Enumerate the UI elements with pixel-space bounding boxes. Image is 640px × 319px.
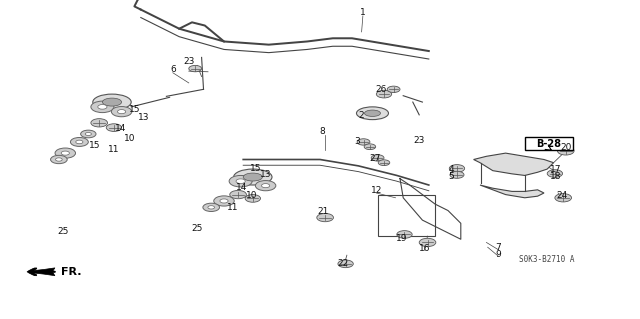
Circle shape — [118, 110, 125, 114]
Circle shape — [449, 165, 465, 172]
Circle shape — [203, 203, 220, 211]
Text: FR.: FR. — [61, 267, 81, 277]
Circle shape — [387, 86, 400, 93]
Text: 15: 15 — [89, 141, 100, 150]
Circle shape — [229, 175, 252, 187]
Text: 19: 19 — [396, 234, 408, 243]
Circle shape — [555, 194, 572, 202]
Circle shape — [61, 151, 69, 155]
Text: 20: 20 — [561, 143, 572, 152]
Text: 13: 13 — [138, 113, 150, 122]
Text: 3: 3 — [355, 137, 360, 146]
Ellipse shape — [356, 107, 388, 120]
Text: 9: 9 — [495, 250, 500, 259]
Text: 11: 11 — [227, 203, 238, 212]
Circle shape — [91, 119, 108, 127]
Circle shape — [111, 107, 132, 117]
Circle shape — [214, 196, 234, 206]
Polygon shape — [474, 153, 554, 175]
Circle shape — [51, 155, 67, 164]
Text: 2: 2 — [359, 111, 364, 120]
Text: 23: 23 — [183, 57, 195, 66]
Circle shape — [397, 231, 412, 238]
Bar — [378, 195, 435, 236]
Text: 15: 15 — [250, 164, 262, 173]
Text: 18: 18 — [550, 172, 561, 181]
Circle shape — [262, 184, 269, 188]
Circle shape — [376, 90, 392, 98]
Circle shape — [91, 101, 114, 113]
Circle shape — [189, 65, 202, 72]
Text: 10: 10 — [246, 191, 257, 200]
Ellipse shape — [365, 110, 380, 116]
Ellipse shape — [93, 94, 131, 110]
Text: 26: 26 — [375, 85, 387, 94]
Text: B-28: B-28 — [536, 138, 561, 149]
Circle shape — [371, 155, 384, 161]
Circle shape — [364, 144, 376, 150]
Circle shape — [338, 260, 353, 268]
Circle shape — [220, 199, 228, 203]
Text: 25: 25 — [57, 227, 68, 236]
Circle shape — [317, 213, 333, 222]
Circle shape — [230, 190, 246, 199]
Circle shape — [55, 148, 76, 158]
Circle shape — [70, 137, 88, 146]
Circle shape — [450, 171, 464, 178]
Circle shape — [236, 179, 245, 183]
FancyBboxPatch shape — [525, 137, 573, 150]
Text: 17: 17 — [550, 165, 561, 174]
Circle shape — [357, 139, 370, 145]
Text: 24: 24 — [556, 191, 568, 200]
Circle shape — [419, 238, 436, 247]
Text: 1: 1 — [360, 8, 365, 17]
Circle shape — [557, 147, 574, 155]
Ellipse shape — [234, 169, 272, 185]
Ellipse shape — [243, 173, 262, 181]
Text: 13: 13 — [260, 170, 271, 179]
Text: 7: 7 — [495, 243, 500, 252]
Circle shape — [76, 140, 83, 144]
Circle shape — [378, 160, 390, 166]
Text: 6: 6 — [170, 65, 175, 74]
Polygon shape — [480, 185, 544, 198]
Text: 5: 5 — [449, 172, 454, 181]
Circle shape — [245, 195, 260, 202]
Circle shape — [255, 181, 276, 191]
Text: 14: 14 — [236, 183, 248, 192]
Text: 22: 22 — [337, 259, 349, 268]
Circle shape — [98, 105, 107, 109]
Circle shape — [56, 158, 62, 161]
Text: 10: 10 — [124, 134, 136, 143]
Text: 8: 8 — [320, 127, 325, 136]
Text: 15: 15 — [129, 105, 140, 114]
Circle shape — [208, 206, 214, 209]
Text: 14: 14 — [115, 124, 126, 133]
Circle shape — [106, 124, 122, 131]
Text: 16: 16 — [419, 244, 430, 253]
Text: 12: 12 — [371, 186, 382, 195]
Text: 25: 25 — [191, 224, 203, 233]
Text: S0K3-B2710 A: S0K3-B2710 A — [520, 256, 575, 264]
Text: 27: 27 — [369, 154, 381, 163]
Circle shape — [85, 132, 92, 136]
Text: 4: 4 — [449, 165, 454, 174]
Ellipse shape — [102, 98, 122, 106]
Circle shape — [81, 130, 96, 138]
Text: 23: 23 — [413, 137, 425, 145]
Circle shape — [547, 170, 563, 177]
Text: 21: 21 — [317, 207, 328, 216]
Text: 11: 11 — [108, 145, 120, 154]
